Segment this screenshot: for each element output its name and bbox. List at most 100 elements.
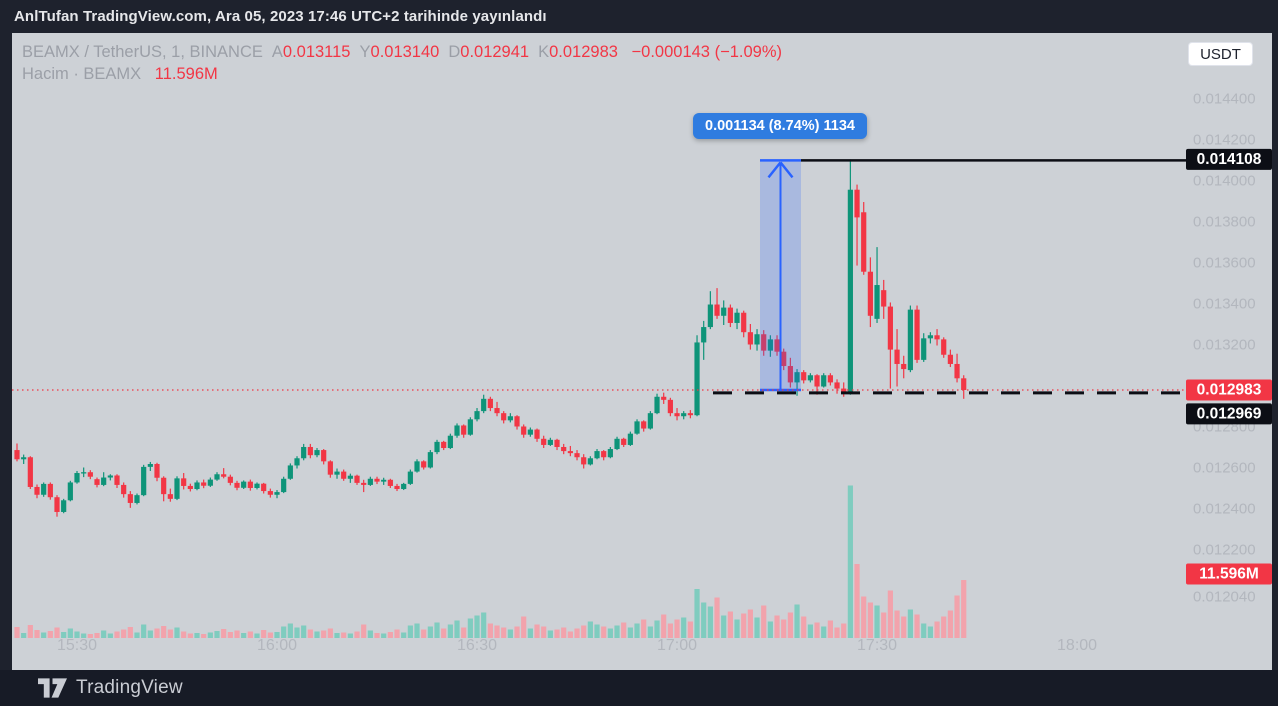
change-value: −0.000143 (−1.09%) <box>631 43 782 61</box>
candle-body <box>301 446 307 459</box>
volume-bar <box>454 620 460 638</box>
candle-body <box>81 472 87 474</box>
volume-bar <box>241 633 247 638</box>
time-axis-label: 17:00 <box>657 637 697 654</box>
volume-bar <box>481 612 487 638</box>
candle-body <box>14 450 20 460</box>
measure-tool-tooltip: 0.001134 (8.74%) 1134 <box>693 113 867 139</box>
candle-body <box>494 408 500 414</box>
price-axis-label: 0.012200 <box>1193 541 1256 558</box>
volume-bar <box>21 633 27 638</box>
candle-body <box>607 449 613 458</box>
candle-body <box>654 396 660 414</box>
candle-body <box>854 189 860 218</box>
volume-bar <box>101 630 107 638</box>
candle-body <box>861 212 867 272</box>
candle-body <box>227 476 233 483</box>
volume-bar <box>727 611 733 638</box>
candle-body <box>821 375 827 387</box>
volume-bar <box>614 625 620 638</box>
volume-bar <box>787 612 793 638</box>
legend-row-ohlc: BEAMX / TetherUS, 1, BINANCE A0.013115 Y0.… <box>22 42 782 63</box>
price-tag <box>1186 403 1272 425</box>
tradingview-logo-icon[interactable] <box>38 678 67 698</box>
volume-bar <box>167 629 173 638</box>
volume-tag-text: 11.596M <box>1199 566 1258 583</box>
volume-bar <box>361 624 367 638</box>
candle-body <box>34 486 40 495</box>
volume-bar <box>214 631 220 638</box>
candle-body <box>887 306 893 350</box>
candle-body <box>161 477 167 495</box>
volume-value: 11.596M <box>154 65 218 83</box>
volume-bar <box>527 628 533 638</box>
candle-body <box>454 425 460 436</box>
volume-bar <box>834 627 840 638</box>
candlestick-chart[interactable]: 0.014400 0.014200 0.014000 0.013800 0.013600… <box>12 33 1272 670</box>
tradingview-brand-text[interactable]: TradingView <box>76 677 183 698</box>
price-axis-label: 0.013400 <box>1193 295 1256 312</box>
volume-bar <box>61 632 67 638</box>
candle-body <box>921 338 927 360</box>
price-axis-label: 0.014000 <box>1193 172 1256 189</box>
candle-body <box>74 473 80 483</box>
candle-body <box>894 349 900 364</box>
volume-bar <box>514 626 520 638</box>
volume-bar <box>774 615 780 638</box>
candle-body <box>674 413 680 417</box>
candle-body <box>814 375 820 387</box>
volume-bar <box>687 621 693 638</box>
candle-body <box>827 375 833 383</box>
price-axis-label: 0.014200 <box>1193 131 1256 148</box>
volume-bar <box>341 632 347 638</box>
volume-bar <box>534 624 540 638</box>
chart-panel[interactable]: 0.014400 0.014200 0.014000 0.013800 0.013600… <box>12 33 1272 670</box>
legend-row-volume: Hacim · BEAMX 11.596M <box>22 64 782 85</box>
volume-bar <box>547 630 553 638</box>
price-axis-label: 0.013200 <box>1193 336 1256 353</box>
candle-body <box>121 484 127 495</box>
volume-bar <box>914 614 920 638</box>
volume-bar <box>494 625 500 638</box>
volume-bar <box>954 595 960 638</box>
candle-body <box>721 307 727 316</box>
volume-bar <box>334 633 340 638</box>
candle-body <box>167 494 173 499</box>
volume-bar <box>87 634 93 638</box>
volume-bar <box>901 616 907 638</box>
volume-bar <box>281 626 287 638</box>
volume-bar <box>854 564 860 638</box>
volume-bar <box>221 629 227 638</box>
candle-body <box>414 461 420 472</box>
candle-body <box>554 439 560 447</box>
volume-bar <box>194 633 200 638</box>
price-tag <box>1186 379 1272 401</box>
candle-body <box>881 290 887 307</box>
candle-body <box>947 354 953 364</box>
volume-bar <box>661 614 667 638</box>
candle-body <box>714 304 720 316</box>
volume-bar <box>107 633 113 638</box>
candle-body <box>381 479 387 482</box>
candle-body <box>567 451 573 454</box>
candle-body <box>294 458 300 466</box>
candle-body <box>787 366 793 383</box>
candle-body <box>507 416 513 421</box>
candle-body <box>141 466 147 496</box>
candle-body <box>594 451 600 459</box>
candle-body <box>741 312 747 333</box>
volume-bar <box>267 632 273 638</box>
candle-body <box>634 421 640 434</box>
volume-bar <box>67 628 73 638</box>
candle-body <box>261 483 267 492</box>
candle-body <box>47 483 53 498</box>
volume-bar <box>907 609 913 638</box>
candle-body <box>547 439 553 445</box>
price-axis-label: 0.012040 <box>1193 588 1256 605</box>
candle-body <box>361 482 367 485</box>
currency-toggle-button[interactable]: USDT <box>1188 42 1253 66</box>
volume-bar <box>674 619 680 638</box>
candle-body <box>487 398 493 409</box>
volume-bar <box>847 485 853 638</box>
price-axis-label: 0.013600 <box>1193 254 1256 271</box>
